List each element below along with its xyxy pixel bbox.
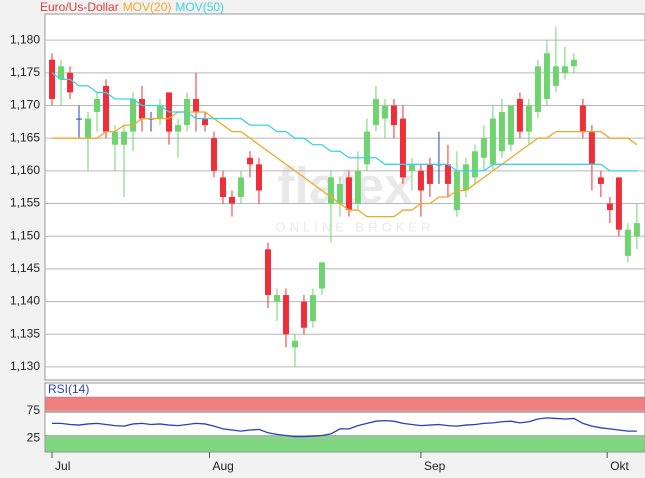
- candle-body: [498, 112, 505, 152]
- y-tick-label: 1,135: [10, 326, 40, 340]
- candle-body: [309, 295, 316, 322]
- y-tick-label: 1,175: [10, 65, 40, 79]
- candle-body: [103, 85, 110, 132]
- x-tick-label: Okt: [610, 459, 629, 473]
- candle-body: [85, 118, 92, 139]
- candle-body: [121, 131, 128, 145]
- candle-body: [363, 131, 370, 165]
- y-tick-label: 1,155: [10, 196, 40, 210]
- candle-body: [489, 118, 496, 165]
- candle-body: [615, 177, 622, 230]
- band: [44, 435, 645, 453]
- candle-body: [597, 177, 604, 184]
- candle-body: [255, 164, 262, 191]
- candle-body: [462, 164, 469, 191]
- y-tick-label: 1,150: [10, 228, 40, 242]
- candle-body: [318, 262, 325, 289]
- candle-body: [156, 105, 163, 119]
- candle-body: [345, 177, 352, 211]
- candle-body: [264, 249, 271, 296]
- candle-body: [633, 223, 640, 237]
- candle-body: [624, 229, 631, 256]
- candle-body: [67, 72, 74, 93]
- candle-body: [210, 138, 217, 171]
- candle-body: [219, 177, 226, 197]
- candle-body: [139, 98, 146, 119]
- y-tick-label: 25: [27, 430, 41, 444]
- candle-body: [561, 66, 568, 73]
- candle-body: [579, 105, 586, 132]
- x-tick-label: Sep: [424, 459, 446, 473]
- candle-body: [480, 138, 487, 158]
- watermark: flatex ONLINE BROKER: [276, 158, 435, 235]
- legend-label: MOV(50): [175, 0, 224, 14]
- candle-body: [471, 151, 478, 178]
- y-tick-label: 1,170: [10, 98, 40, 112]
- y-tick-label: 75: [27, 403, 41, 417]
- candle-body: [408, 164, 415, 171]
- candle-body: [588, 131, 595, 165]
- candle-body: [58, 66, 65, 80]
- candle-body: [606, 203, 613, 211]
- candle-body: [426, 164, 433, 184]
- candle-body: [516, 98, 523, 132]
- candle-body: [282, 295, 289, 335]
- legend-label: MOV(20): [123, 0, 172, 14]
- y-tick-label: 1,160: [10, 163, 40, 177]
- candle-body: [49, 59, 56, 99]
- rsi-line: [52, 417, 637, 438]
- candle-body: [94, 98, 101, 113]
- candle-body: [381, 105, 388, 119]
- candle-body: [201, 118, 208, 126]
- x-tick-label: Aug: [212, 459, 233, 473]
- candle-body: [237, 177, 244, 197]
- moving-average: [52, 111, 638, 218]
- candle-body: [192, 98, 199, 113]
- moving-average: [51, 72, 637, 172]
- y-tick-label: 1,140: [10, 294, 40, 308]
- y-tick-label: 1,145: [10, 261, 40, 275]
- candle-body: [246, 157, 253, 165]
- watermark-subtitle: ONLINE BROKER: [276, 219, 435, 234]
- band: [44, 396, 645, 413]
- y-tick-label: 1,165: [10, 130, 40, 144]
- candle-body: [228, 197, 235, 204]
- x-tick-label: Jul: [55, 459, 70, 473]
- candle-body: [399, 118, 406, 178]
- watermark-title: flatex: [277, 158, 413, 216]
- candle-body: [552, 66, 559, 86]
- legend-label: Euro/Us-Dollar: [40, 0, 119, 14]
- candle-body: [570, 59, 577, 67]
- candle-body: [336, 183, 343, 204]
- y-tick-label: 1,180: [10, 32, 40, 46]
- candle-body: [390, 105, 397, 126]
- candle-body: [543, 53, 550, 99]
- candle-body: [444, 164, 451, 184]
- candle-body: [76, 118, 83, 120]
- candle-body: [291, 340, 298, 348]
- candle-body: [112, 131, 119, 145]
- candle-body: [507, 105, 514, 145]
- candle-body: [417, 170, 424, 191]
- candle-body: [372, 98, 379, 126]
- y-tick-label: 1,130: [10, 359, 40, 373]
- candle-body: [525, 105, 532, 132]
- candle-body: [273, 295, 280, 302]
- candle-body: [534, 66, 541, 113]
- panel-title: RSI(14): [48, 382, 89, 396]
- candle-body: [300, 301, 307, 328]
- candle-body: [130, 98, 137, 132]
- candle-body: [327, 177, 334, 204]
- candle-body: [354, 170, 361, 204]
- candle-body: [174, 125, 181, 132]
